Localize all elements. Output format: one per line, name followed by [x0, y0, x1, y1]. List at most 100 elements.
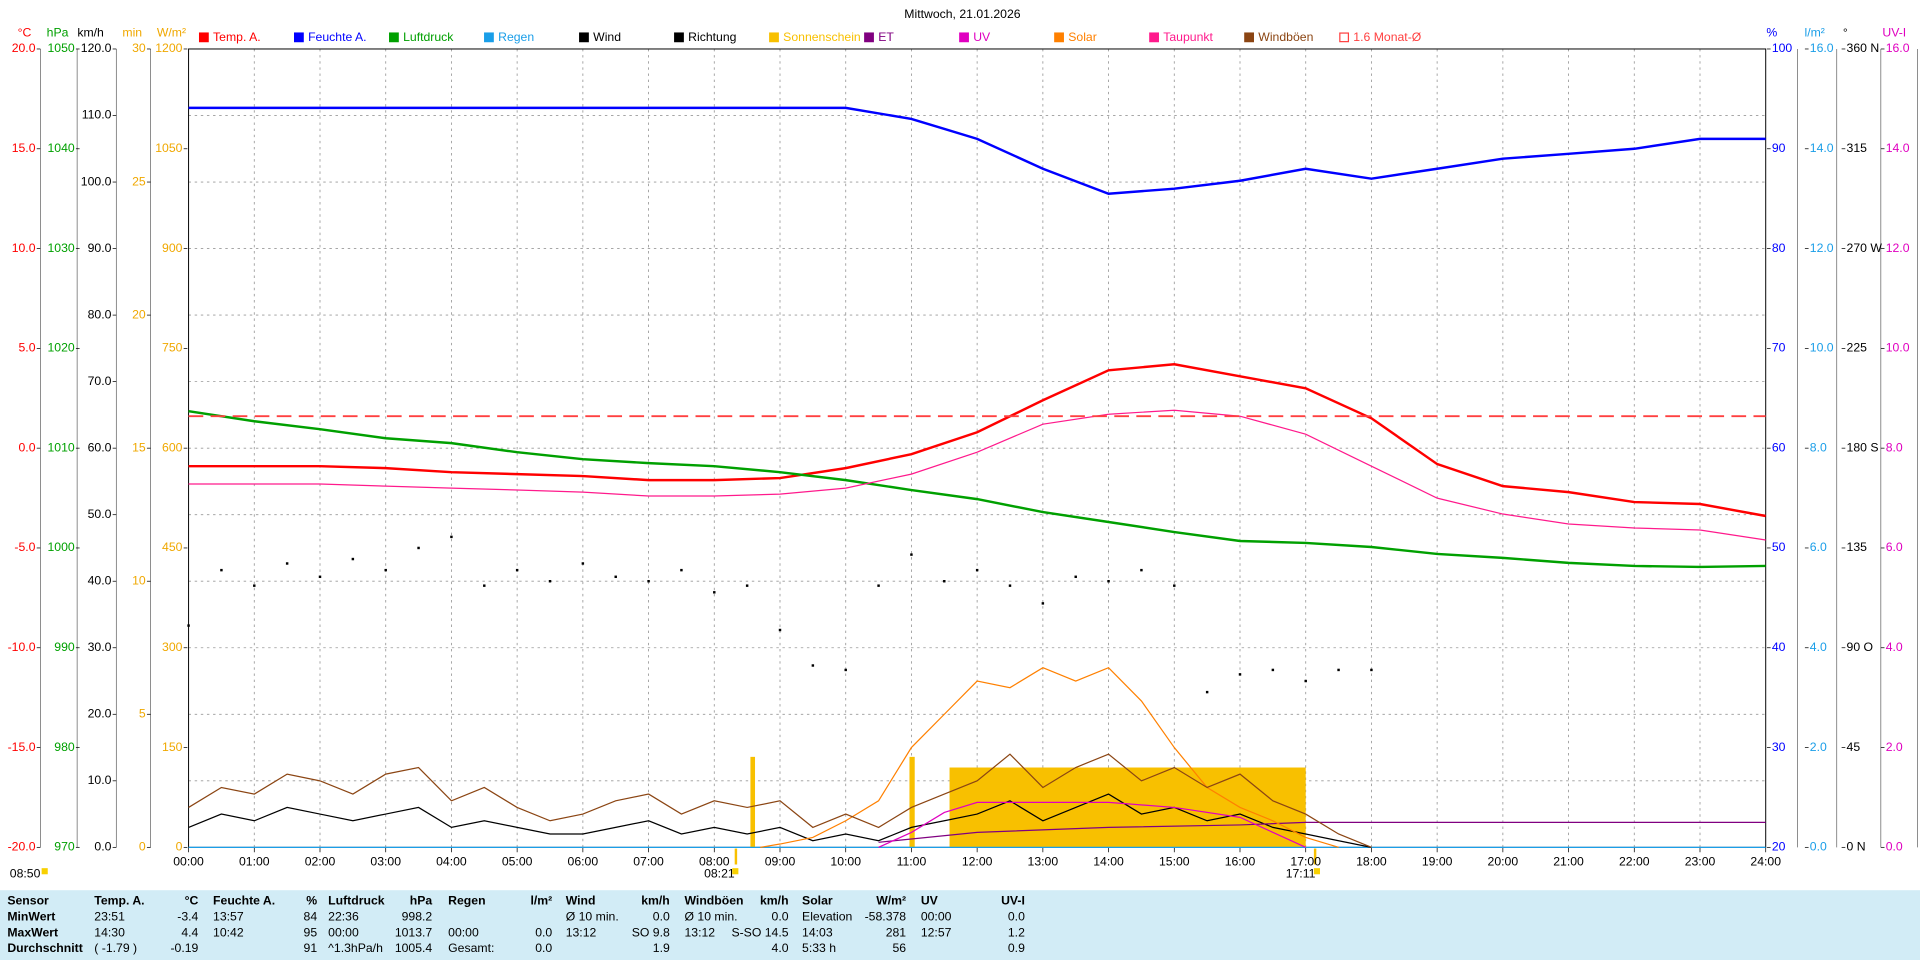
- y-tick-label: 30: [1772, 740, 1786, 754]
- legend-label: Temp. A.: [213, 30, 261, 44]
- direction-dot: [910, 553, 913, 556]
- table-header: W/m²: [876, 893, 906, 907]
- legend-label: Sonnenschein: [783, 30, 861, 44]
- table-cell: 0.0: [772, 909, 789, 923]
- legend-label: Luftdruck: [403, 30, 454, 44]
- series-line: [188, 409, 1766, 569]
- table-cell: 14:03: [802, 925, 833, 939]
- x-tick-label: 12:00: [962, 854, 993, 868]
- y-tick-label: 6.0: [1886, 540, 1903, 554]
- table-header: Temp. A.: [94, 893, 144, 907]
- y-tick-label: 20: [132, 307, 146, 321]
- x-tick-label: 17:00: [1290, 854, 1321, 868]
- y-tick-label: 1000: [47, 540, 74, 554]
- annotation: 08:21: [704, 867, 735, 881]
- direction-dot: [351, 557, 355, 561]
- direction-dot: [1205, 690, 1209, 694]
- legend-label: Richtung: [688, 30, 736, 44]
- y-tick-label: 110.0: [82, 108, 112, 122]
- table-cell: 0.0: [653, 909, 670, 923]
- table-header: UV: [921, 893, 939, 907]
- direction-dot: [1337, 668, 1340, 672]
- table-cell: 13:12: [684, 925, 715, 939]
- direction-dot: [647, 580, 650, 583]
- y-tick-label: 8.0: [1810, 440, 1827, 454]
- table-header: km/h: [760, 893, 789, 907]
- legend-swatch: [198, 32, 209, 43]
- table-header: UV-I: [1001, 893, 1025, 907]
- y-tick-label: 60.0: [88, 440, 112, 454]
- y-tick-label: 10.0: [88, 773, 112, 787]
- y-tick-label: 14.0: [1886, 141, 1910, 155]
- legend-swatch: [579, 32, 589, 43]
- legend-label: UV: [973, 30, 991, 44]
- table-cell: 00:00: [328, 925, 359, 939]
- y-tick-label: 20.0: [12, 41, 36, 55]
- table-header: Regen: [448, 893, 485, 907]
- direction-dot: [548, 580, 552, 583]
- sunshine-bar: [949, 767, 1306, 848]
- y-tick-label: 100.0: [81, 174, 112, 188]
- table-cell: 1013.7: [395, 925, 433, 939]
- x-tick-label: 09:00: [765, 854, 796, 868]
- x-tick-label: 22:00: [1619, 854, 1650, 868]
- table-cell: 13:12: [566, 925, 597, 939]
- table-cell: 84: [304, 909, 318, 923]
- y-tick-label: 30: [132, 41, 146, 55]
- direction-dot: [943, 580, 946, 583]
- y-tick-label: 50: [1772, 540, 1786, 554]
- y-tick-label: 0.0: [1810, 840, 1827, 854]
- table-header: hPa: [410, 893, 433, 907]
- table-cell: 14:30: [94, 925, 125, 939]
- annotation: 08:50: [10, 867, 41, 881]
- sun-icon: [1313, 868, 1320, 875]
- y-tick-label: 40: [1772, 640, 1786, 654]
- y-tick-label: -15.0: [8, 740, 36, 754]
- direction-dot: [975, 568, 979, 572]
- chart-title: Mittwoch, 21.01.2026: [904, 7, 1020, 21]
- y-tick-label: 50.0: [88, 507, 112, 521]
- y-tick-label: 60: [1772, 440, 1786, 454]
- y-tick-label: 70.0: [88, 374, 112, 388]
- series-line: [188, 409, 1766, 541]
- y-tick-label: 16.0: [1886, 41, 1910, 55]
- y-tick-label: 20: [1772, 840, 1786, 854]
- direction-dot: [483, 584, 486, 587]
- axis-unit: UV-I: [1882, 25, 1906, 39]
- axis-unit: min: [122, 25, 142, 39]
- y-tick-label: 15: [132, 440, 146, 454]
- y-tick-label: 450: [162, 540, 183, 554]
- table-cell: 4.0: [772, 941, 789, 955]
- y-tick-label: 1040: [47, 141, 74, 155]
- direction-dot: [1008, 584, 1012, 587]
- sunshine-bar: [909, 756, 915, 848]
- direction-dot: [285, 562, 289, 565]
- y-tick-label: 360 N: [1847, 41, 1880, 55]
- y-tick-label: 1050: [47, 41, 74, 55]
- direction-dot: [844, 668, 847, 672]
- axis-unit: °C: [18, 25, 32, 39]
- direction-dot: [450, 535, 453, 539]
- legend-label: 1.6 Monat-Ø: [1353, 30, 1421, 44]
- legend-swatch: [959, 32, 969, 43]
- y-tick-label: 15.0: [12, 141, 36, 155]
- y-tick-label: 0.0: [18, 440, 35, 454]
- x-tick-label: 20:00: [1488, 854, 1519, 868]
- y-tick-label: 4.0: [1886, 640, 1903, 654]
- y-tick-label: 6.0: [1810, 540, 1827, 554]
- direction-dot: [1173, 584, 1176, 587]
- direction-dot: [1074, 575, 1077, 579]
- table-cell: 998.2: [402, 909, 433, 923]
- x-tick-label: 00:00: [173, 854, 204, 868]
- x-tick-label: 01:00: [239, 854, 270, 868]
- table-cell: 1.2: [1008, 925, 1025, 939]
- direction-dot: [713, 591, 716, 594]
- table-cell: 56: [893, 941, 907, 955]
- direction-dot: [581, 562, 585, 565]
- direction-dot: [811, 664, 815, 667]
- y-tick-label: 100: [1772, 41, 1793, 55]
- table-cell: 12:57: [921, 925, 952, 939]
- series-line: [760, 666, 1339, 848]
- x-tick-label: 06:00: [568, 854, 599, 868]
- axis-unit: km/h: [77, 25, 104, 39]
